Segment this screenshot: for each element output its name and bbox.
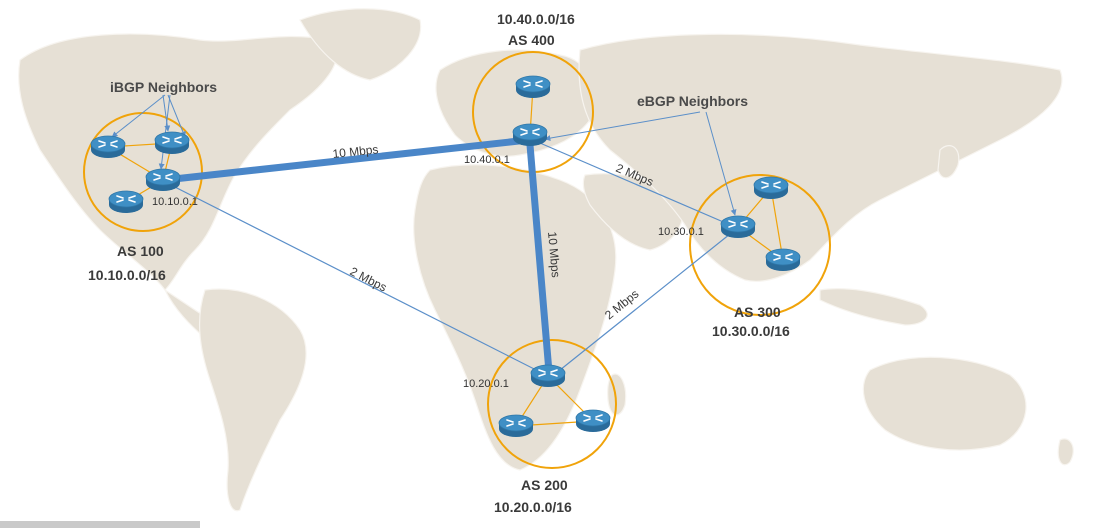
continent-asia — [578, 33, 1063, 282]
router-icon — [753, 176, 789, 200]
router-icon — [154, 131, 190, 155]
router-icon — [575, 409, 611, 433]
as200-prefix: 10.20.0.0/16 — [494, 499, 572, 515]
continent-south-america — [198, 288, 307, 512]
as200-circle — [487, 339, 617, 469]
ibgp-neighbors-label: iBGP Neighbors — [110, 79, 217, 95]
link-as400-as300 — [532, 139, 736, 228]
as300-circle — [689, 174, 831, 316]
router-icon — [530, 364, 566, 388]
region-southeast-asia — [819, 288, 928, 326]
as300-prefix: 10.30.0.0/16 — [712, 323, 790, 339]
as400-prefix: 10.40.0.0/16 — [497, 11, 575, 27]
bw-label-as400-as200: 10 Mbps — [545, 231, 563, 278]
router-icon — [145, 168, 181, 192]
annotation-arrows — [111, 94, 737, 216]
router-ip-as400: 10.40.0.1 — [464, 154, 510, 166]
ibgp-arrow-1 — [162, 94, 171, 132]
ibgp-arrow-4 — [158, 94, 171, 170]
link-as400-as200 — [526, 141, 553, 376]
ibgp-arrow-2 — [111, 94, 166, 138]
router-ip-as200: 10.20.0.1 — [463, 378, 509, 390]
router-icon — [90, 135, 126, 159]
thick-links — [161, 136, 553, 376]
as200-name: AS 200 — [521, 477, 568, 493]
as300-name: AS 300 — [734, 304, 781, 320]
router-icon — [512, 123, 548, 147]
island-new-zealand — [1057, 438, 1074, 466]
as400-name: AS 400 — [508, 32, 555, 48]
ip-labels: 10.10.0.1 10.40.0.1 10.30.0.1 10.20.0.1 — [152, 154, 704, 390]
ibgp-arrow-3 — [167, 94, 186, 138]
link-as100-as200 — [164, 181, 549, 377]
router-icon — [108, 190, 144, 214]
router-icon — [720, 215, 756, 239]
as-labels: AS 100 10.10.0.0/16 10.40.0.0/16 AS 400 … — [88, 11, 790, 515]
bottom-accent-bar — [0, 521, 200, 528]
as100-name: AS 100 — [117, 243, 164, 259]
thin-links — [164, 139, 736, 379]
island-japan — [937, 145, 960, 179]
continent-greenland — [299, 8, 422, 81]
as100-prefix: 10.10.0.0/16 — [88, 267, 166, 283]
router-ip-as300: 10.30.0.1 — [658, 226, 704, 238]
router-ip-as100: 10.10.0.1 — [152, 196, 198, 208]
ebgp-neighbors-label: eBGP Neighbors — [637, 93, 748, 109]
continent-north-america — [18, 33, 337, 291]
ebgp-arrow-2 — [705, 111, 737, 216]
router-icon — [498, 414, 534, 438]
link-as200-as300 — [549, 229, 736, 379]
bw-label-as100-as400: 10 Mbps — [332, 142, 379, 161]
ebgp-arrow-1 — [544, 111, 701, 142]
bw-label-as100-as200: 2 Mbps — [348, 264, 389, 294]
link-as100-as400 — [161, 136, 532, 184]
router-icon — [765, 248, 801, 272]
continent-australia — [862, 356, 1027, 451]
router-icon — [515, 75, 551, 99]
